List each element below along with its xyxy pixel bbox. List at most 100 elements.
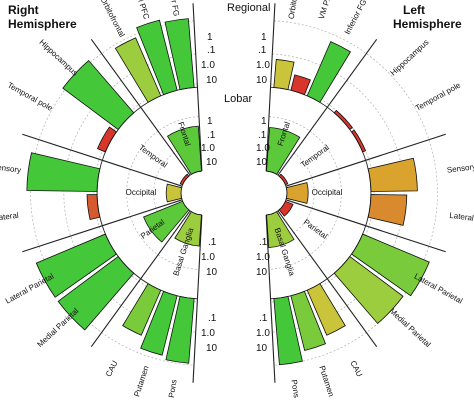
lobar-axis-tick: .1 — [207, 130, 216, 141]
left-regional-bar — [351, 233, 430, 297]
left-regional-axis-tick: 1.0 — [256, 60, 270, 71]
log-gridline — [126, 116, 200, 270]
right-lobar-bar — [174, 211, 202, 247]
right-regional-bar — [35, 233, 117, 298]
left-regional-label: VM PFC — [317, 0, 335, 20]
sector-divider — [90, 38, 191, 176]
regional-axis-tick: .1 — [207, 45, 216, 56]
lobar-axis-tick: 10 — [206, 157, 218, 168]
left-regional-bar — [351, 129, 367, 153]
sector-divider — [90, 210, 191, 348]
right-lobar-label: Basal Ganglia — [171, 226, 195, 277]
right-regional-bar — [62, 59, 135, 131]
left-regional-axis-tick: .1 — [258, 45, 267, 56]
lower-axis-tick: 10 — [206, 343, 218, 354]
bar-layer — [26, 18, 430, 366]
right-regional-label: Medial Parietal — [36, 306, 81, 349]
regional-axis-tick: 1.0 — [201, 60, 215, 71]
sector-divider — [22, 199, 183, 253]
right-lobar-bar — [179, 173, 190, 186]
regional-axis-tick: 1 — [207, 32, 213, 43]
right-regional-label: Sensory — [0, 162, 22, 175]
lower-axis-tick: 1.0 — [201, 252, 215, 263]
lobar-axis-tick: 1 — [207, 116, 213, 127]
sector-divider — [277, 38, 378, 176]
left-lobar-axis-tick: .1 — [258, 130, 267, 141]
lower-axis-tick: 10 — [206, 267, 218, 278]
sector-divider — [285, 199, 446, 253]
left-lower-axis-tick: .1 — [259, 313, 268, 324]
lobar-heading: Lobar — [224, 93, 252, 105]
left-regional-label: Medial Parietal — [388, 306, 433, 349]
right-regional-bar — [114, 37, 162, 103]
left-regional-bar — [273, 58, 295, 91]
left-lobar-label: Basal Ganglia — [273, 227, 297, 278]
left-regional-bar — [273, 295, 303, 366]
right-lobar-label: Temporal — [137, 143, 169, 170]
right-regional-label: Hippocampus — [37, 38, 79, 78]
right-regional-label: VM PFC — [133, 0, 151, 21]
right-hemisphere-heading-line1: Right — [8, 3, 39, 17]
right-lobar-bar — [165, 183, 183, 203]
left-regional-bar — [290, 290, 327, 351]
right-regional-label: Lateral — [0, 211, 19, 223]
right-lobar-bar — [143, 200, 190, 243]
right-regional-bar — [86, 194, 101, 220]
right-regional-label: Putamen — [132, 365, 150, 398]
right-regional-label: Orbitofrontal — [98, 0, 126, 39]
left-regional-label: Orbitofrontal — [287, 0, 303, 20]
sector-divider — [285, 133, 446, 187]
right-regional-label: Lateral Parietal — [4, 272, 56, 306]
right-regional-label: Pons — [167, 379, 179, 398]
left-lobar-axis-tick: 10 — [256, 157, 268, 168]
right-regional-bar — [96, 126, 117, 153]
left-lobar-bar — [285, 182, 309, 204]
lower-axis-tick: 1.0 — [201, 328, 215, 339]
log-gridline — [274, 20, 438, 366]
left-regional-label: Lateral Parietal — [413, 272, 465, 306]
left-lower-axis-tick: 10 — [256, 267, 268, 278]
left-hemisphere-heading-line1: Left — [403, 3, 425, 17]
left-lobar-axis-tick: 1.0 — [256, 143, 270, 154]
left-regional-label: Hippocampus — [389, 38, 431, 78]
log-gridline — [30, 20, 194, 366]
left-regional-axis-tick: 10 — [256, 75, 268, 86]
lower-axis-tick: .1 — [208, 313, 217, 324]
right-regional-bar — [136, 19, 178, 96]
left-lower-axis-tick: .1 — [259, 237, 268, 248]
left-regional-bar — [367, 157, 418, 192]
left-lobar-bar — [266, 127, 301, 175]
left-lobar-label: Occipital — [312, 188, 343, 197]
left-regional-label: Inferior FG — [343, 0, 369, 36]
left-lower-axis-tick: 1.0 — [256, 328, 270, 339]
left-lobar-bar — [278, 200, 294, 217]
left-regional-label: Pons — [289, 379, 301, 398]
sector-divider — [22, 133, 183, 187]
left-lobar-label: Parietal — [302, 218, 329, 241]
axis-line — [192, 3, 203, 172]
right-regional-bar — [122, 283, 162, 336]
log-gridline — [268, 116, 342, 270]
left-lobar-bar — [266, 211, 295, 249]
right-regional-bar — [164, 18, 195, 91]
left-regional-label: Lateral — [449, 211, 474, 223]
radial-axis: 1 .1 1.0 10 1 .1 1.0 10 .1 1.0 10 .1 1.0… — [201, 32, 270, 354]
right-lobar-bar — [166, 125, 202, 175]
left-lobar-axis-tick: 1 — [261, 116, 267, 127]
right-hemisphere-heading-line2: Hemisphere — [8, 17, 77, 31]
left-lobar-label: Temporal — [299, 143, 331, 170]
left-regional-label: CAU — [348, 359, 364, 378]
left-regional-axis-tick: 1 — [261, 32, 267, 43]
right-regional-label: Temporal pole — [6, 81, 55, 114]
right-regional-bar — [165, 295, 195, 364]
left-regional-bar — [306, 283, 346, 336]
lobar-axis-tick: 1.0 — [201, 143, 215, 154]
left-regional-label: Temporal pole — [414, 80, 463, 113]
left-regional-bar — [333, 255, 404, 325]
left-regional-bar — [306, 41, 352, 103]
left-regional-bar — [333, 109, 353, 131]
left-regional-bar — [367, 194, 408, 226]
right-regional-label: CAU — [104, 359, 120, 378]
left-hemisphere-heading-line2: Hemisphere — [393, 17, 462, 31]
